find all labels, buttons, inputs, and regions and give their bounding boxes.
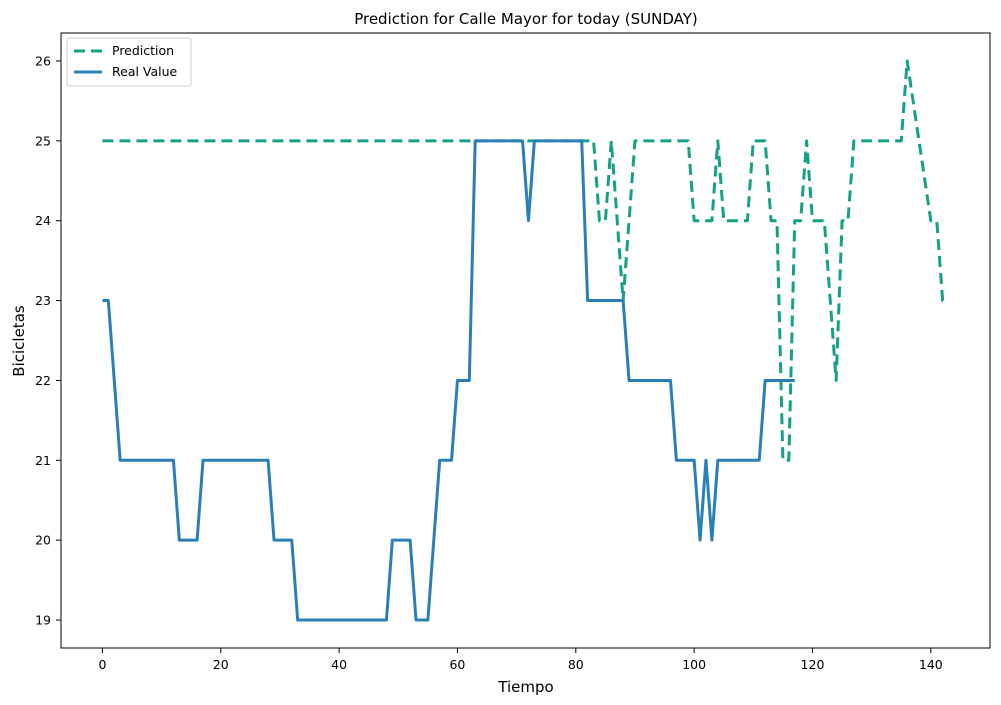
legend-label-real-value: Real Value — [112, 64, 178, 79]
y-axis-label: Bicicletas — [10, 305, 28, 377]
y-tick-label: 19 — [35, 613, 51, 628]
series-layer — [102, 59, 949, 622]
y-tick-label: 21 — [35, 453, 51, 468]
y-tick-label: 25 — [35, 133, 51, 148]
series-line-prediction — [102, 59, 949, 462]
x-tick-label: 120 — [801, 657, 825, 672]
x-tick-label: 40 — [331, 657, 347, 672]
x-axis-ticks: 0 20 40 60 80 100 120 140 — [98, 648, 943, 672]
x-tick-label: 140 — [919, 657, 943, 672]
x-tick-label: 100 — [682, 657, 706, 672]
legend: Prediction Real Value — [66, 37, 192, 87]
x-tick-label: 80 — [568, 657, 584, 672]
y-axis-ticks: 19 20 21 22 23 24 25 26 — [35, 53, 61, 628]
plot-area-frame — [60, 32, 991, 649]
x-axis-label: Tiempo — [497, 678, 553, 696]
legend-label-prediction: Prediction — [112, 43, 174, 58]
y-tick-label: 23 — [35, 293, 51, 308]
x-tick-label: 0 — [98, 657, 106, 672]
chart-title: Prediction for Calle Mayor for today (SU… — [354, 10, 698, 28]
x-tick-label: 20 — [213, 657, 229, 672]
series-line-real-value — [102, 139, 795, 622]
y-tick-label: 24 — [35, 213, 51, 228]
y-tick-label: 26 — [35, 53, 51, 68]
x-tick-label: 60 — [449, 657, 465, 672]
y-tick-label: 22 — [35, 373, 51, 388]
y-tick-label: 20 — [35, 533, 51, 548]
